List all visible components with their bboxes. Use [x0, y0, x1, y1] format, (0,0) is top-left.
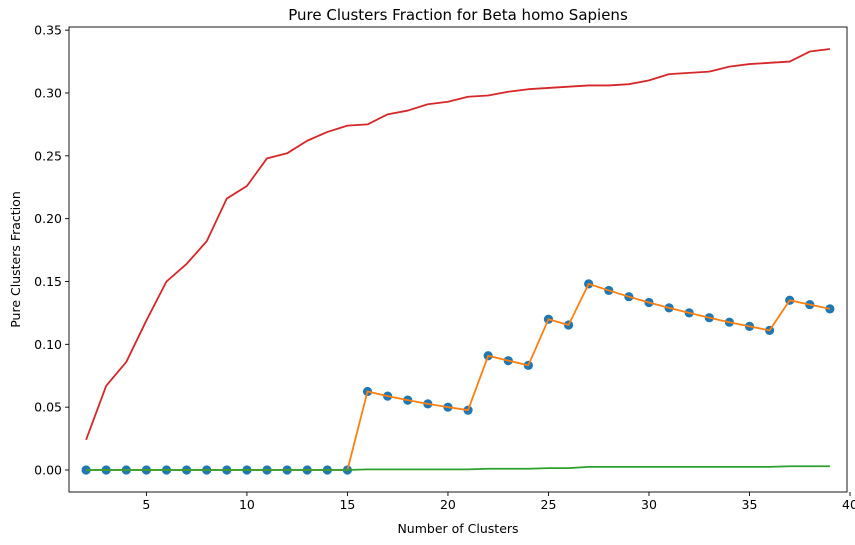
- x-tick-label: 5: [142, 497, 150, 512]
- x-tick-label: 10: [239, 497, 255, 512]
- data-point: [825, 304, 835, 314]
- series-line-2: [86, 465, 830, 471]
- x-tick-label: 25: [541, 497, 557, 512]
- y-tick-label: 0.05: [34, 400, 62, 415]
- axes-frame: [68, 26, 848, 493]
- x-tick-label: 40: [842, 497, 855, 512]
- x-tick-label: 30: [641, 497, 657, 512]
- y-axis-label: Pure Clusters Fraction: [8, 191, 23, 328]
- x-axis-label: Number of Clusters: [397, 521, 518, 536]
- x-tick-label: 35: [742, 497, 758, 512]
- chart-title: Pure Clusters Fraction for Beta homo Sap…: [288, 6, 628, 24]
- series-line-3: [85, 48, 831, 441]
- y-tick-label: 0.30: [34, 85, 62, 100]
- y-axis: 0.00 0.05 0.10 0.15 0.20 0.25 0.30 0.35: [34, 23, 69, 478]
- plot-area: [81, 48, 835, 475]
- series-line-1: [86, 282, 831, 471]
- x-tick-label: 20: [440, 497, 456, 512]
- data-point: [81, 465, 91, 475]
- scatter-series-0: [81, 279, 835, 475]
- y-tick-label: 0.35: [34, 23, 62, 38]
- y-tick-label: 0.00: [34, 463, 62, 478]
- y-tick-label: 0.25: [34, 148, 62, 163]
- x-axis: 5 10 15 20 25 30 35 40: [142, 492, 855, 512]
- y-tick-label: 0.15: [34, 274, 62, 289]
- y-tick-label: 0.10: [34, 337, 62, 352]
- y-tick-label: 0.20: [34, 211, 62, 226]
- x-tick-label: 15: [339, 497, 355, 512]
